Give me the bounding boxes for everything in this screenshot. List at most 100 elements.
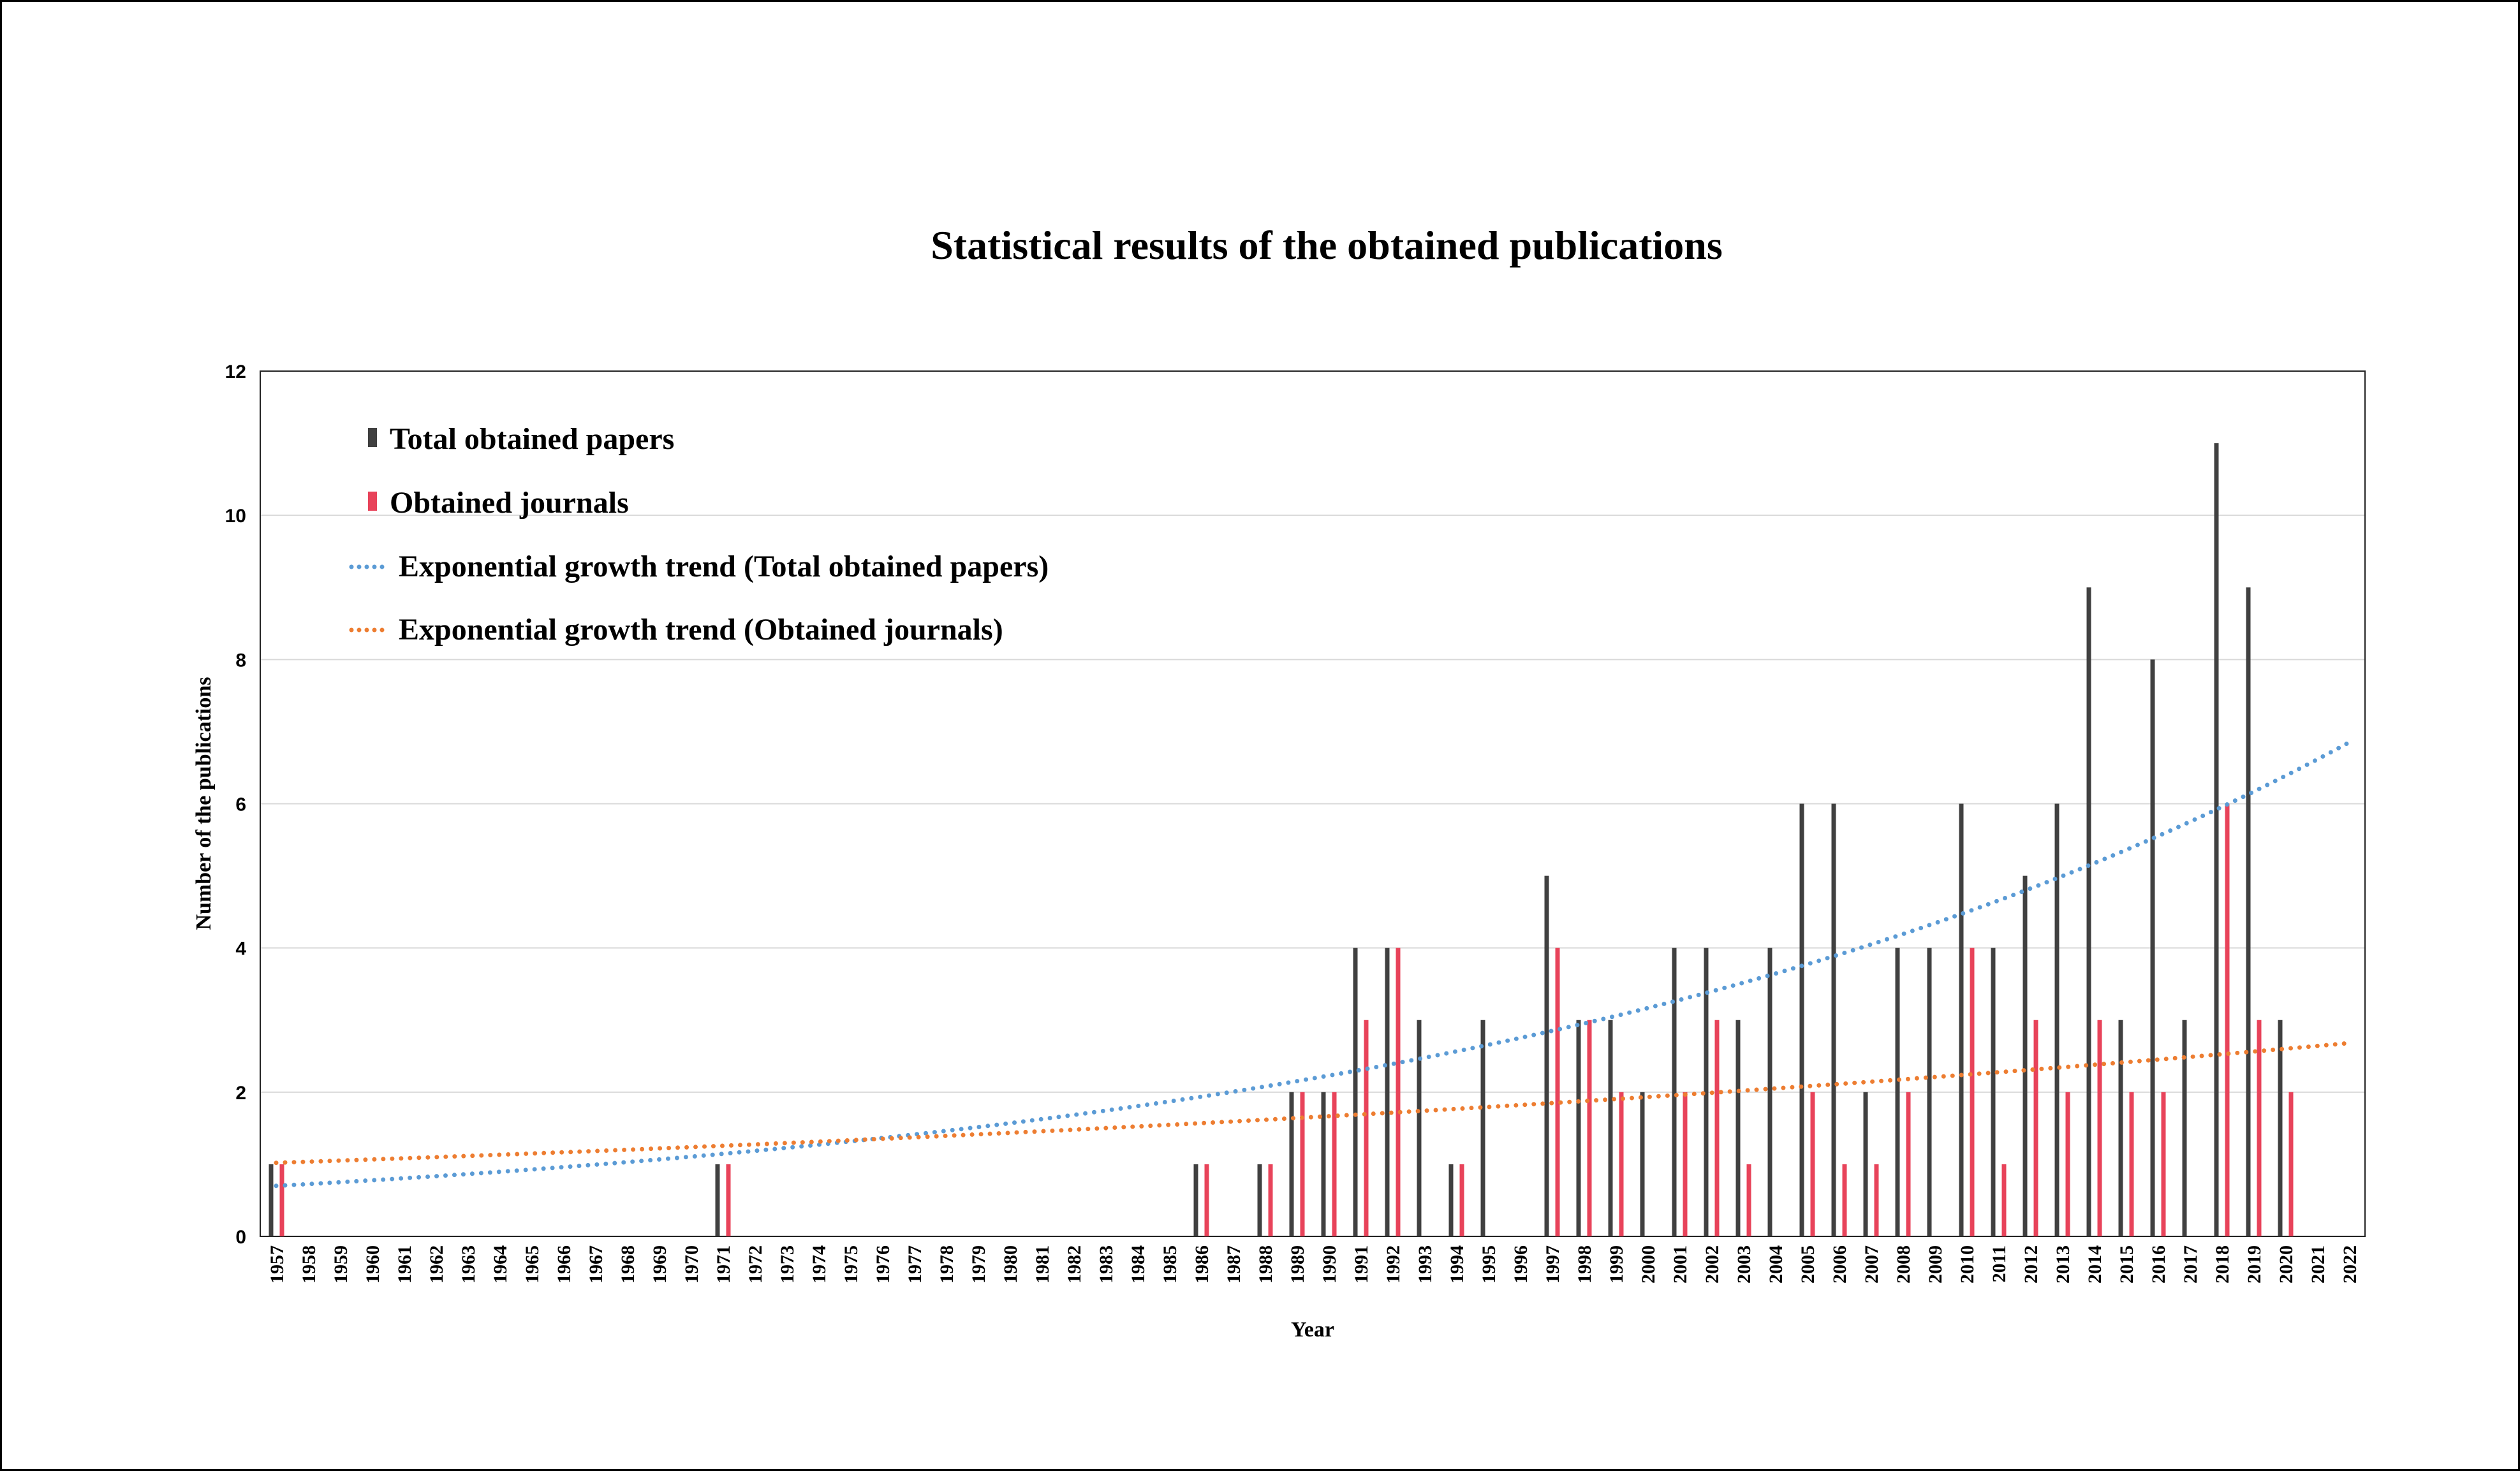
x-tick-label-1995: 1995 [1478, 1245, 1499, 1284]
bar-total-papers-1995 [1480, 1020, 1485, 1236]
x-tick-label-2009: 2009 [1925, 1245, 1946, 1284]
bar-journals-2019 [2257, 1020, 2262, 1236]
x-tick-label-2017: 2017 [2180, 1245, 2201, 1284]
plot-area [260, 370, 2366, 1237]
x-tick-label-2022: 2022 [2339, 1245, 2361, 1284]
x-tick-label-1994: 1994 [1447, 1245, 1468, 1284]
x-tick-label-1973: 1973 [777, 1245, 798, 1284]
y-tick-label-6: 6 [235, 794, 246, 816]
x-tick-label-1965: 1965 [522, 1245, 543, 1284]
legend-label-trend-journals: Exponential growth trend (Obtained journ… [399, 613, 1003, 647]
bar-journals-2010 [1970, 948, 1975, 1236]
bar-journals-2020 [2288, 1092, 2294, 1236]
x-tick-label-1959: 1959 [330, 1245, 351, 1284]
legend-label-total-papers: Total obtained papers [390, 422, 674, 456]
bar-journals-2016 [2161, 1092, 2166, 1236]
bar-total-papers-1999 [1608, 1020, 1613, 1236]
bar-journals-1998 [1587, 1020, 1592, 1236]
bar-journals-2018 [2225, 803, 2230, 1236]
bars [269, 443, 2294, 1237]
bar-total-papers-2000 [1640, 1092, 1645, 1236]
bar-total-papers-2003 [1735, 1020, 1741, 1236]
x-tick-label-1970: 1970 [681, 1245, 702, 1284]
x-tick-label-2016: 2016 [2148, 1245, 2169, 1284]
bar-total-papers-2004 [1767, 948, 1772, 1236]
x-tick-label-1985: 1985 [1160, 1245, 1181, 1284]
bar-total-papers-2015 [2118, 1020, 2123, 1236]
bar-total-papers-2007 [1863, 1092, 1868, 1236]
x-tick-label-1972: 1972 [745, 1245, 766, 1284]
bar-total-papers-2018 [2214, 443, 2219, 1237]
bar-total-papers-2008 [1895, 948, 1900, 1236]
bar-total-papers-2014 [2086, 587, 2091, 1236]
legend-swatch-total-papers [368, 428, 377, 447]
x-tick-label-1964: 1964 [490, 1245, 511, 1284]
x-tick-label-1990: 1990 [1319, 1245, 1340, 1284]
y-tick-label-8: 8 [235, 650, 246, 671]
x-tick-label-2013: 2013 [2052, 1245, 2074, 1284]
y-tick-label-0: 0 [235, 1227, 246, 1248]
x-tick-label-1992: 1992 [1383, 1245, 1404, 1284]
bar-journals-1994 [1459, 1164, 1464, 1236]
x-tick-label-2007: 2007 [1861, 1245, 1882, 1284]
bar-total-papers-2006 [1831, 803, 1836, 1236]
bar-total-papers-2020 [2278, 1020, 2283, 1236]
bar-journals-2001 [1683, 1092, 1688, 1236]
legend-swatch-journals [368, 492, 377, 511]
trendline-journals [274, 1041, 2352, 1166]
x-tick-label-1998: 1998 [1574, 1245, 1595, 1284]
bar-journals-2008 [1906, 1092, 1911, 1236]
x-tick-label-2004: 2004 [1765, 1245, 1787, 1284]
x-tick-label-1975: 1975 [841, 1245, 862, 1284]
bar-journals-1971 [726, 1164, 731, 1236]
x-tick-label-1978: 1978 [936, 1245, 957, 1284]
x-tick-label-1986: 1986 [1191, 1245, 1212, 1284]
bar-journals-2005 [1810, 1092, 1815, 1236]
x-tick-label-1983: 1983 [1096, 1245, 1117, 1284]
bar-total-papers-1994 [1448, 1164, 1454, 1236]
bar-total-papers-1992 [1385, 948, 1390, 1236]
x-tick-label-2018: 2018 [2212, 1245, 2233, 1284]
bar-journals-1989 [1300, 1092, 1305, 1236]
x-tick-label-1974: 1974 [809, 1245, 830, 1284]
x-tick-label-2008: 2008 [1893, 1245, 1914, 1284]
x-tick-label-2011: 2011 [1989, 1245, 2010, 1282]
x-tick-label-1958: 1958 [298, 1245, 320, 1284]
x-tick-label-2005: 2005 [1797, 1245, 1818, 1284]
x-tick-label-1979: 1979 [968, 1245, 989, 1284]
x-tick-label-1962: 1962 [426, 1245, 447, 1284]
bar-journals-2013 [2065, 1092, 2070, 1236]
bar-journals-1991 [1364, 1020, 1369, 1236]
y-axis-title: Number of the publications [192, 677, 216, 930]
bar-journals-2006 [1842, 1164, 1847, 1236]
bar-total-papers-1957 [269, 1164, 274, 1236]
bar-journals-1990 [1332, 1092, 1337, 1236]
x-tick-label-2001: 2001 [1670, 1245, 1691, 1284]
x-tick-label-2021: 2021 [2308, 1245, 2329, 1284]
bar-total-papers-2016 [2150, 659, 2155, 1236]
bar-total-papers-2009 [1927, 948, 1932, 1236]
y-axis-ticks: 0 2 4 6 8 10 12 [225, 362, 247, 1248]
bar-total-papers-2012 [2023, 875, 2028, 1236]
x-tick-label-1966: 1966 [554, 1245, 575, 1284]
x-tick-label-1999: 1999 [1606, 1245, 1627, 1284]
x-tick-label-1971: 1971 [713, 1245, 734, 1284]
bar-total-papers-1998 [1576, 1020, 1581, 1236]
x-tick-label-1968: 1968 [617, 1245, 638, 1284]
bar-total-papers-1990 [1321, 1092, 1326, 1236]
y-tick-label-4: 4 [235, 939, 246, 960]
bar-total-papers-1997 [1544, 875, 1549, 1236]
x-tick-label-1991: 1991 [1351, 1245, 1372, 1284]
trendlines [274, 740, 2352, 1189]
x-tick-label-1976: 1976 [873, 1245, 894, 1284]
bar-journals-1992 [1396, 948, 1401, 1236]
x-axis-ticks: 1957 1958 1959 1960 1961 1962 1963 1964 1965 1966… [267, 1245, 2361, 1284]
bar-total-papers-2011 [1991, 948, 1996, 1236]
x-tick-label-1977: 1977 [904, 1245, 925, 1284]
bar-journals-1988 [1268, 1164, 1273, 1236]
legend-label-journals: Obtained journals [390, 486, 629, 520]
bar-journals-2014 [2097, 1020, 2102, 1236]
x-tick-label-1987: 1987 [1223, 1245, 1244, 1284]
x-tick-label-1989: 1989 [1287, 1245, 1308, 1284]
